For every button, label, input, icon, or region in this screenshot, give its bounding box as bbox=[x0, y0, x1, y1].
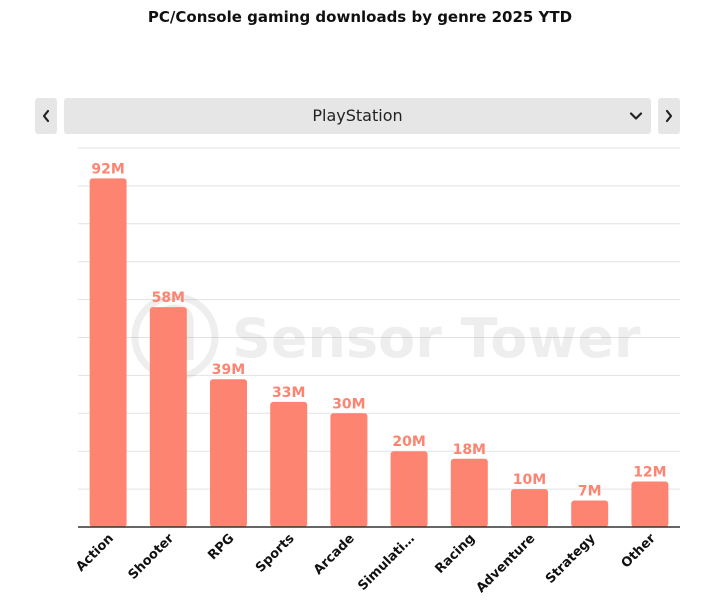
previous-button[interactable] bbox=[35, 98, 57, 134]
bar-value-label: 12M bbox=[633, 465, 666, 481]
watermark-text: Sensor Tower bbox=[232, 307, 641, 370]
bar-value-label: 7M bbox=[578, 483, 602, 499]
bar-value-label: 58M bbox=[152, 290, 185, 306]
bar-value-label: 33M bbox=[272, 385, 305, 401]
x-tick-label: Shooter bbox=[126, 531, 178, 583]
bar[interactable] bbox=[390, 451, 428, 527]
x-tick-label: Strategy bbox=[543, 531, 599, 587]
chart-title: PC/Console gaming downloads by genre 202… bbox=[147, 8, 573, 26]
bar-value-label: 10M bbox=[513, 472, 546, 488]
bar-labels: 92M 58M 39M 33M 30M 20M 18M 10M 7M 12M bbox=[91, 161, 666, 499]
x-tick-label: Racing bbox=[433, 531, 479, 577]
bar-value-label: 92M bbox=[91, 161, 124, 177]
platform-dropdown[interactable]: PlayStation bbox=[64, 98, 651, 134]
next-button[interactable] bbox=[658, 98, 680, 134]
bar[interactable] bbox=[511, 489, 548, 527]
bar-value-label: 39M bbox=[212, 362, 245, 378]
bar[interactable] bbox=[330, 413, 368, 527]
bar[interactable] bbox=[270, 401, 308, 527]
bar-value-label: 30M bbox=[332, 396, 365, 412]
x-tick-label: Action bbox=[73, 531, 117, 575]
bar-value-label: 18M bbox=[453, 442, 486, 458]
x-tick-label: Other bbox=[619, 531, 660, 572]
bar-value-label: 20M bbox=[392, 434, 425, 450]
bar[interactable] bbox=[571, 500, 609, 527]
x-tick-label: Simulati… bbox=[355, 531, 418, 594]
bar[interactable] bbox=[210, 379, 247, 527]
chevron-left-icon bbox=[42, 109, 50, 123]
x-tick-label: Adventure bbox=[474, 531, 539, 596]
x-tick-label: RPG bbox=[205, 531, 237, 563]
bars bbox=[89, 178, 669, 527]
bar[interactable] bbox=[89, 178, 127, 527]
bar[interactable] bbox=[631, 481, 669, 527]
x-tick-label: Arcade bbox=[311, 531, 358, 578]
chevron-down-icon bbox=[629, 112, 643, 120]
bar[interactable] bbox=[450, 458, 488, 527]
platform-dropdown-value: PlayStation bbox=[312, 106, 403, 125]
x-tick-label: Sports bbox=[253, 531, 298, 576]
bar[interactable] bbox=[149, 307, 187, 527]
platform-selector-row: PlayStation bbox=[0, 98, 720, 134]
chevron-right-icon bbox=[665, 109, 673, 123]
